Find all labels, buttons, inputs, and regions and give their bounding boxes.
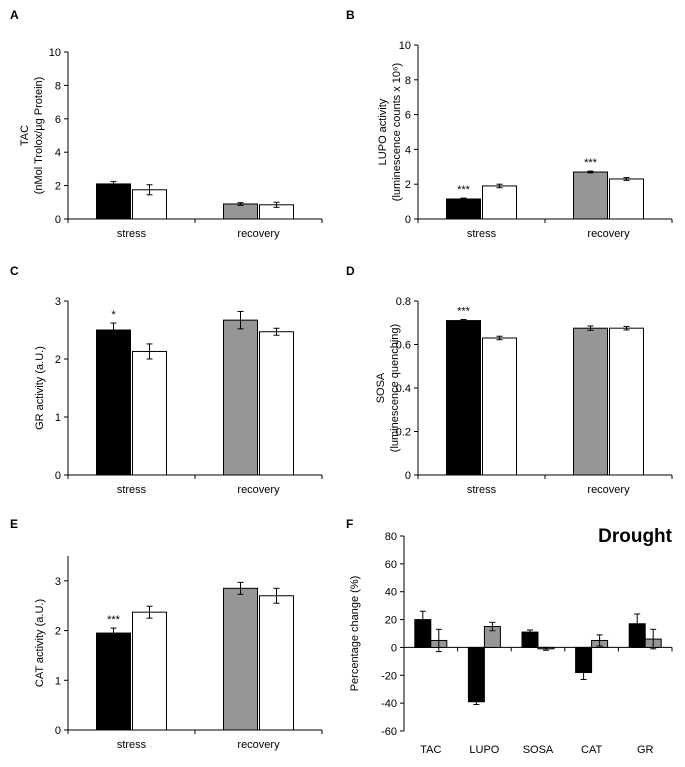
panel-d-bar-control-stress [482,337,517,476]
panel-b-significance-marker: *** [584,157,598,169]
panel-c-y-tick-label: 1 [55,412,61,424]
panel-c-y-tick-label: 2 [55,354,61,366]
panel-f-category-label: GR [637,744,654,756]
panel-a-bar-treatment-stress [96,183,131,220]
panel-c-significance-marker: * [111,309,116,321]
panel-f-y-tick-label: -60 [381,726,397,738]
panel-d-y-label: (luminescence quenching) [389,324,401,452]
panel-b-y-tick-label: 6 [405,110,411,122]
panel-e-y-tick-label: 3 [55,576,61,588]
panel-a-y-label: TAC [19,125,31,146]
panel-a-bar-treatment-recovery [223,203,258,220]
panel-a-category-label: recovery [237,228,280,240]
panel-e-category-label: recovery [237,739,280,751]
panel-e-significance-marker: *** [107,614,121,626]
panel-e-y-tick-label: 0 [55,725,61,737]
panel-b-bar-control-stress [482,185,517,220]
panel-f-category-label: SOSA [523,744,554,756]
panel-a-y-tick-label: 6 [55,114,61,126]
panel-b-bar-control-recovery [609,178,644,220]
panel-b-y-label: (luminescence counts x 10⁶) [391,63,403,201]
panel-d-y-tick-label: 0.8 [396,296,411,308]
panel-d-y-tick-label: 0.6 [396,340,411,352]
panel-c-letter: C [10,264,19,278]
panel-e-y-label: CAT activity (a.U.) [34,599,46,687]
panel-a-category-label: stress [117,228,147,240]
panel-c-category-label: stress [117,484,147,496]
panel-e-bar-treatment-stress [96,632,131,731]
panel-c-y-tick-label: 0 [55,470,61,482]
panel-d-y-tick-label: 0 [405,470,411,482]
panel-b-letter: B [346,8,355,22]
panel-b-significance-marker: *** [457,184,471,196]
panel-c-bar-control-recovery [259,331,294,476]
panel-a-bar-control-stress [132,189,167,220]
panel-f-y-tick-label: -40 [381,698,397,710]
panel-d-bar-treatment-stress [446,320,481,476]
panel-f-y-tick-label: 60 [385,559,397,571]
panel-b-bar-treatment-stress [446,198,481,220]
panel-d-significance-marker: *** [457,305,471,317]
panel-f-category-label: TAC [420,744,441,756]
panel-b-y-label: LUPO activity [377,98,389,165]
panel-e-y-tick-label: 1 [55,675,61,687]
panel-a-y-tick-label: 4 [55,147,61,159]
panel-e-bar-treatment-recovery [223,587,258,731]
panel-b-y-tick-label: 10 [399,40,411,52]
panel-e-y-tick-label: 2 [55,626,61,638]
panel-f-letter: F [346,517,353,531]
panel-f-bar-stress-lupo [467,646,485,703]
panel-b-y-tick-label: 4 [405,144,411,156]
panel-a-y-tick-label: 0 [55,214,61,226]
panel-e-category-label: stress [117,739,147,751]
panel-d-letter: D [346,264,355,278]
panel-f-y-label: Percentage change (%) [349,576,361,692]
panel-e-bar-control-recovery [259,595,294,731]
panel-f-category-label: CAT [581,744,602,756]
panel-f-category-label: LUPO [469,744,499,756]
panel-a-y-tick-label: 2 [55,181,61,193]
panel-b-bar-treatment-recovery [573,171,608,220]
panel-b-y-tick-label: 2 [405,179,411,191]
panel-d-category-label: recovery [587,484,630,496]
panel-c-bar-control-stress [132,350,167,476]
panel-d-y-tick-label: 0.2 [396,427,411,439]
panel-a-y-label: (nMol Trolox/µg Protein) [33,77,45,195]
panel-c-category-label: recovery [237,484,280,496]
panel-d-bar-treatment-recovery [573,327,608,476]
panel-f-y-tick-label: 80 [385,531,397,543]
panel-b-category-label: recovery [587,228,630,240]
panel-e-letter: E [10,517,18,531]
panel-a-y-tick-label: 8 [55,80,61,92]
panel-d-category-label: stress [467,484,497,496]
panel-a-letter: A [10,8,19,22]
panel-f-y-tick-label: 40 [385,587,397,599]
panel-d-bar-control-recovery [609,327,644,476]
panel-d-y-label: SOSA [375,372,387,403]
panel-f-title: Drought [598,526,673,547]
panel-d-y-tick-label: 0.4 [396,383,411,395]
panel-c-bar-treatment-stress [96,329,131,476]
panel-e-bar-control-stress [132,611,167,731]
panel-b-category-label: stress [467,228,497,240]
panel-c-y-tick-label: 3 [55,296,61,308]
panel-f-y-tick-label: 20 [385,615,397,627]
panel-f-y-tick-label: 0 [391,642,397,654]
panel-f-y-tick-label: -20 [381,670,397,682]
panel-c-y-label: GR activity (a.U.) [34,346,46,430]
panel-c-bar-treatment-recovery [223,319,258,476]
panel-b-y-tick-label: 0 [405,214,411,226]
panel-a-y-tick-label: 10 [49,47,61,59]
panel-b-y-tick-label: 8 [405,75,411,87]
